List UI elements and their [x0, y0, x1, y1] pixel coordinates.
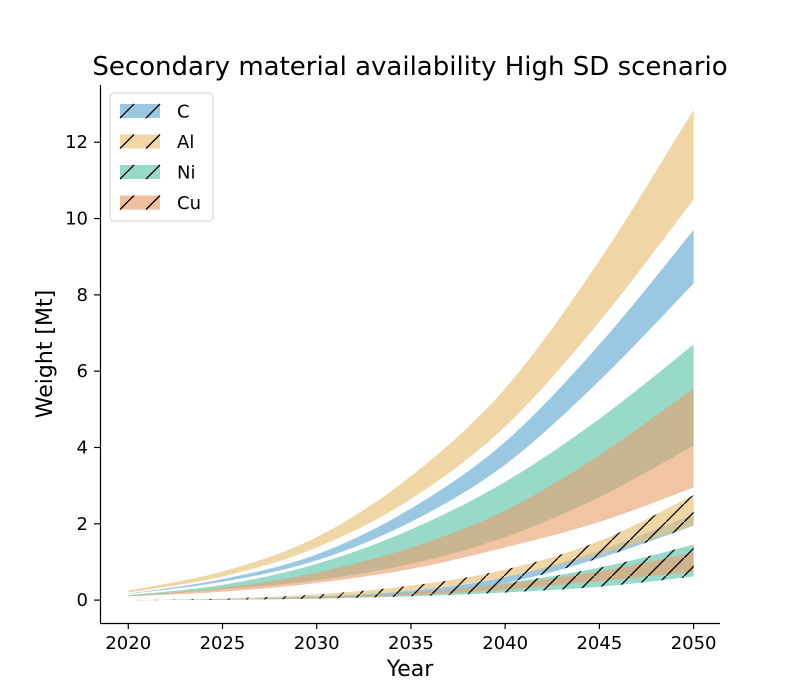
legend: C Al Ni Cu — [109, 92, 214, 222]
legend-label-cu: Cu — [177, 193, 201, 214]
x-tick-label-2035: 2035 — [388, 633, 434, 654]
legend-swatch-cu — [120, 195, 160, 210]
band-ni-hatch-lines — [128, 544, 694, 601]
chart-title: Secondary material availability High SD … — [92, 52, 727, 82]
band-cu-hatch-lines — [128, 552, 694, 601]
legend-label-al: Al — [177, 132, 194, 153]
legend-label-ni: Ni — [177, 163, 195, 184]
legend-hatch-ni — [119, 164, 161, 180]
x-tick-label-2045: 2045 — [576, 633, 622, 654]
x-tick-label-2030: 2030 — [294, 633, 340, 654]
x-ticks-group: 2020 2025 2030 2035 2040 2045 2050 — [105, 623, 717, 654]
band-c-solid — [128, 229, 694, 595]
band-al-solid — [128, 109, 694, 593]
legend-hatch-c — [119, 103, 161, 119]
x-tick-label-2050: 2050 — [671, 633, 717, 654]
y-tick-label-2: 2 — [77, 514, 88, 535]
y-ticks-group: 0 2 4 6 8 10 12 — [65, 132, 100, 611]
y-tick-label-10: 10 — [65, 209, 88, 230]
legend-hatch-cu — [119, 195, 161, 210]
x-axis-label: Year — [386, 657, 435, 682]
y-tick-label-8: 8 — [77, 285, 88, 306]
x-tick-label-2040: 2040 — [482, 633, 528, 654]
bands-group — [128, 109, 694, 601]
y-tick-label-6: 6 — [77, 361, 88, 382]
legend-swatch-c — [120, 104, 160, 118]
legend-hatch-al — [119, 134, 161, 149]
y-axis-label: Weight [Mt] — [33, 290, 58, 418]
x-tick-label-2025: 2025 — [200, 633, 246, 654]
legend-swatch-al — [120, 134, 160, 149]
y-tick-label-0: 0 — [77, 590, 88, 611]
y-tick-label-12: 12 — [65, 132, 88, 153]
legend-swatch-ni — [120, 165, 160, 179]
x-tick-label-2020: 2020 — [105, 633, 151, 654]
band-cu-solid — [128, 388, 694, 597]
y-tick-label-4: 4 — [77, 437, 88, 458]
legend-frame — [109, 92, 214, 222]
legend-label-c: C — [177, 102, 190, 123]
